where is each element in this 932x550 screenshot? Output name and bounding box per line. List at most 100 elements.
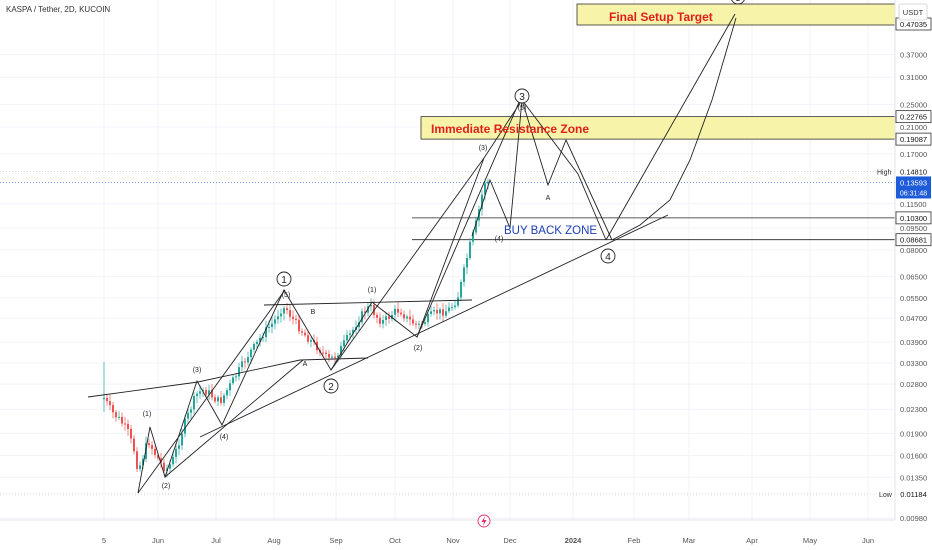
candle-body bbox=[124, 423, 126, 425]
currency-label: USDT bbox=[903, 8, 924, 17]
candle-body bbox=[349, 333, 351, 335]
candle-body bbox=[196, 393, 198, 397]
candle-body bbox=[460, 281, 462, 298]
candle-body bbox=[451, 307, 453, 309]
price-badges: 0.470350.227650.190870.14810High0.135930… bbox=[877, 17, 932, 500]
candle-body bbox=[397, 308, 399, 313]
buyback-top-badge: 0.10300 bbox=[895, 211, 932, 225]
price-axis[interactable]: 0.37000 0.31000 0.25000 0.21000 0.17000 0.115… bbox=[900, 51, 927, 524]
candle-body bbox=[295, 318, 297, 320]
candle-body bbox=[118, 416, 120, 418]
candle-body bbox=[310, 340, 312, 342]
candle-body bbox=[439, 309, 441, 314]
wave-sub-label: (4) bbox=[220, 434, 229, 441]
time-tick-label: Oct bbox=[389, 536, 402, 545]
wave-circle-c3: 3 bbox=[514, 88, 530, 104]
wave-line bbox=[605, 13, 736, 241]
candle-body bbox=[331, 356, 333, 358]
price-tick-label: 0.21000 bbox=[900, 123, 927, 132]
candle-body bbox=[385, 316, 387, 321]
candle-body bbox=[382, 320, 384, 324]
price-tick-label: 0.00980 bbox=[900, 514, 927, 523]
candle-body bbox=[259, 337, 261, 342]
wave-line bbox=[164, 359, 304, 478]
candle-body bbox=[307, 335, 309, 342]
candle-body bbox=[304, 332, 306, 336]
candle-body bbox=[343, 340, 345, 347]
candle-body bbox=[115, 412, 117, 418]
candle-body bbox=[406, 316, 408, 319]
price-tick-label: 0.31000 bbox=[900, 73, 927, 82]
candle-body bbox=[256, 341, 258, 344]
low-price-badge-text: 0.01184 bbox=[900, 490, 927, 499]
wave-circle-c5: 5 bbox=[731, 0, 745, 5]
wave-sub-label: (3) bbox=[479, 145, 488, 152]
wave-sub-label: (1) bbox=[143, 411, 152, 418]
wave-circle-number: 3 bbox=[519, 92, 525, 103]
candle-body bbox=[109, 401, 111, 406]
wave-sub-label: (5) bbox=[518, 105, 527, 112]
wave-line bbox=[483, 99, 607, 241]
candle-body bbox=[409, 316, 411, 320]
candle-body bbox=[427, 314, 429, 323]
time-tick-label: Aug bbox=[267, 536, 280, 545]
elliott-wave-drawing bbox=[87, 13, 737, 494]
candle-body bbox=[391, 314, 393, 319]
candle-body bbox=[175, 448, 177, 458]
candle-body bbox=[244, 361, 246, 363]
candle-body bbox=[277, 316, 279, 320]
target-price-badge-text: 0.47035 bbox=[900, 20, 927, 29]
lightning-icon[interactable] bbox=[477, 514, 491, 528]
candle-body bbox=[229, 383, 231, 391]
wave-sub-label: (1) bbox=[368, 287, 377, 294]
candle-body bbox=[250, 349, 252, 358]
time-tick-label: Jun bbox=[862, 536, 874, 545]
resistance-annotation: Immediate Resistance Zone bbox=[431, 122, 589, 136]
resistance-top-badge: 0.22765 bbox=[895, 110, 932, 124]
candle-body bbox=[220, 397, 222, 403]
candle-body bbox=[283, 308, 285, 314]
candle-body bbox=[340, 346, 342, 356]
low-label: Low bbox=[879, 492, 893, 499]
currency-button[interactable] bbox=[898, 3, 928, 21]
high-price-badge: 0.14810 bbox=[896, 165, 931, 178]
candle-body bbox=[169, 464, 171, 469]
candle-body bbox=[247, 357, 249, 363]
candle-body bbox=[211, 390, 213, 398]
chart-grid bbox=[0, 0, 895, 520]
candle-body bbox=[400, 312, 402, 315]
candle-body bbox=[334, 356, 336, 358]
candle-body bbox=[466, 258, 468, 268]
resistance-top-badge-text: 0.22765 bbox=[900, 113, 927, 122]
candle-body bbox=[454, 305, 456, 308]
candle-body bbox=[112, 405, 114, 413]
time-tick-label: Jun bbox=[152, 536, 164, 545]
wave-sub-label: (3) bbox=[193, 367, 202, 374]
wave-circle-number: 4 bbox=[605, 252, 611, 263]
candle-body bbox=[205, 390, 207, 395]
candle-body bbox=[472, 232, 474, 242]
time-tick-label: Nov bbox=[446, 536, 460, 545]
time-axis[interactable]: 5 Jun Jul Aug Sep Oct Nov Dec 2024 Feb Mar Apr May Ju… bbox=[102, 536, 874, 545]
candle-body bbox=[226, 390, 228, 396]
candle-body bbox=[151, 445, 153, 449]
countdown-text: 06:31:48 bbox=[900, 190, 927, 197]
candle-body bbox=[265, 327, 267, 338]
candle-body bbox=[370, 304, 372, 307]
candle-body bbox=[187, 412, 189, 419]
price-tick-label: 0.09500 bbox=[900, 224, 927, 233]
candle-body bbox=[412, 319, 414, 324]
candle-body bbox=[241, 361, 243, 368]
wave-sub-label: (2) bbox=[414, 345, 423, 352]
candle-body bbox=[484, 183, 486, 195]
low-price-badge: 0.01184 bbox=[896, 488, 931, 500]
wave-line bbox=[611, 17, 737, 241]
wave-circle-number: 1 bbox=[281, 275, 287, 286]
candle-body bbox=[217, 397, 219, 402]
wave-line bbox=[199, 214, 669, 438]
wave-line bbox=[137, 157, 485, 494]
candle-body bbox=[268, 326, 270, 328]
time-tick-label: Apr bbox=[746, 536, 758, 545]
candle-body bbox=[253, 343, 255, 350]
